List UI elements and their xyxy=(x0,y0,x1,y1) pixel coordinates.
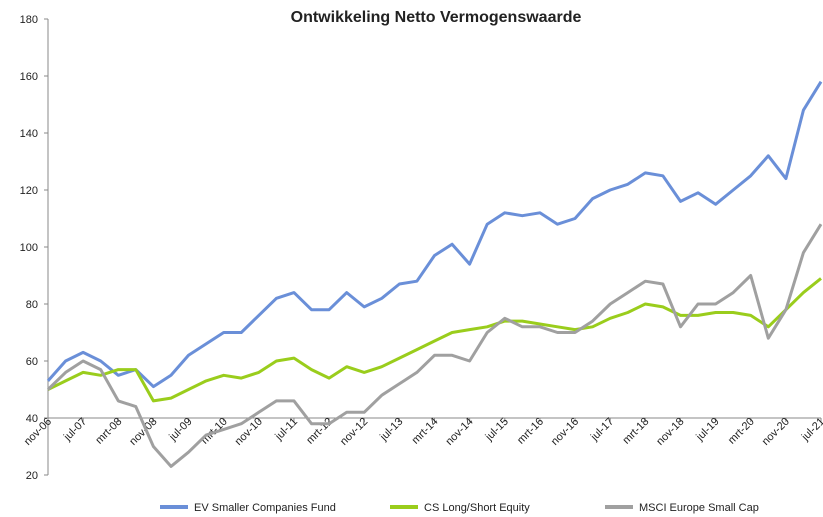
x-tick-label: nov-20 xyxy=(760,416,792,448)
x-tick-label: nov-12 xyxy=(338,416,370,448)
series-line xyxy=(47,277,822,403)
x-tick-label: mrt-20 xyxy=(726,416,757,447)
y-tick-label: 160 xyxy=(20,71,38,83)
y-tick-label: 140 xyxy=(20,128,38,140)
x-tick-label: jul-19 xyxy=(693,416,721,444)
series-line xyxy=(46,80,823,389)
x-tick-label: jul-09 xyxy=(166,416,194,444)
y-tick-label: 40 xyxy=(26,413,38,425)
y-tick-label: 100 xyxy=(20,242,38,254)
legend-label: CS Long/Short Equity xyxy=(424,502,530,514)
x-tick-label: mrt-14 xyxy=(410,416,441,447)
legend-label: EV Smaller Companies Fund xyxy=(194,502,336,514)
x-tick-label: mrt-18 xyxy=(620,416,651,447)
y-tick-label: 120 xyxy=(20,185,38,197)
x-tick-label: jul-13 xyxy=(377,416,405,444)
x-tick-label: nov-14 xyxy=(443,416,475,448)
x-tick-label: jul-07 xyxy=(61,416,89,444)
series-line xyxy=(46,223,823,468)
y-tick-label: 20 xyxy=(26,470,38,482)
y-tick-label: 180 xyxy=(20,14,38,26)
x-tick-label: nov-18 xyxy=(654,416,686,448)
x-tick-label: nov-16 xyxy=(549,416,581,448)
y-tick-label: 60 xyxy=(26,356,38,368)
legend-label: MSCI Europe Small Cap xyxy=(639,502,759,514)
x-tick-label: mrt-08 xyxy=(93,416,124,447)
x-tick-label: jul-21 xyxy=(799,416,823,444)
x-tick-label: mrt-16 xyxy=(515,416,546,447)
x-tick-label: jul-11 xyxy=(272,416,300,444)
x-tick-label: jul-17 xyxy=(588,416,616,444)
y-tick-label: 80 xyxy=(26,299,38,311)
chart-title: Ontwikkeling Netto Vermogenswaarde xyxy=(291,9,582,26)
x-tick-label: jul-15 xyxy=(483,416,511,444)
